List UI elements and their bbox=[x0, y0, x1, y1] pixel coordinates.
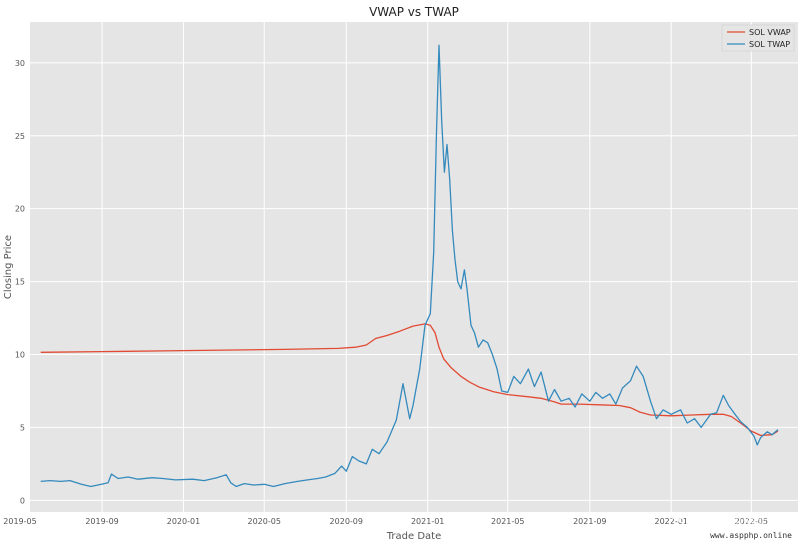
watermark-text: CSDN @卖山楂啦prss bbox=[668, 516, 792, 530]
plot-background bbox=[30, 22, 798, 512]
x-tick-label: 2022-05 bbox=[735, 517, 768, 526]
x-tick-label: 2020-05 bbox=[247, 517, 280, 526]
x-tick-label: 2021-01 bbox=[411, 517, 444, 526]
y-tick-label: 5 bbox=[20, 423, 25, 432]
grid bbox=[19, 22, 798, 512]
y-axis-title: Closing Price bbox=[3, 235, 14, 299]
x-axis-title: Trade Date bbox=[386, 531, 441, 542]
x-tick-label: 2020-01 bbox=[167, 517, 200, 526]
chart-title: VWAP vs TWAP bbox=[369, 5, 459, 19]
x-tick-label: 2020-09 bbox=[330, 517, 363, 526]
y-tick-label: 20 bbox=[15, 205, 25, 214]
x-ticks: 2019-05 2019-09 2020-01 2020-05 2020-09 2021-… bbox=[3, 517, 768, 526]
legend-box bbox=[721, 24, 795, 52]
y-tick-label: 0 bbox=[20, 496, 25, 505]
x-tick-label: 2019-05 bbox=[3, 517, 36, 526]
y-tick-label: 10 bbox=[15, 351, 25, 360]
legend: SOL VWAP SOL TWAP bbox=[721, 24, 795, 52]
y-ticks: 0 5 10 15 20 25 30 bbox=[15, 59, 25, 506]
watermark-url: www.aspphp.online bbox=[710, 531, 792, 540]
y-tick-label: 30 bbox=[15, 59, 25, 68]
legend-label-vwap: SOL VWAP bbox=[749, 28, 791, 37]
series-line-sol-twap bbox=[40, 44, 779, 488]
series-group bbox=[40, 44, 779, 488]
x-tick-label: 2019-09 bbox=[85, 517, 118, 526]
y-tick-label: 25 bbox=[15, 132, 25, 141]
y-tick-label: 15 bbox=[15, 278, 25, 287]
x-tick-label: 2021-09 bbox=[573, 517, 606, 526]
x-tick-label: 2022-01 bbox=[655, 517, 688, 526]
x-tick-label: 2021-05 bbox=[491, 517, 524, 526]
watermark: CSDN @卖山楂啦prss www.aspphp.online bbox=[669, 514, 792, 540]
legend-label-twap: SOL TWAP bbox=[749, 40, 790, 49]
